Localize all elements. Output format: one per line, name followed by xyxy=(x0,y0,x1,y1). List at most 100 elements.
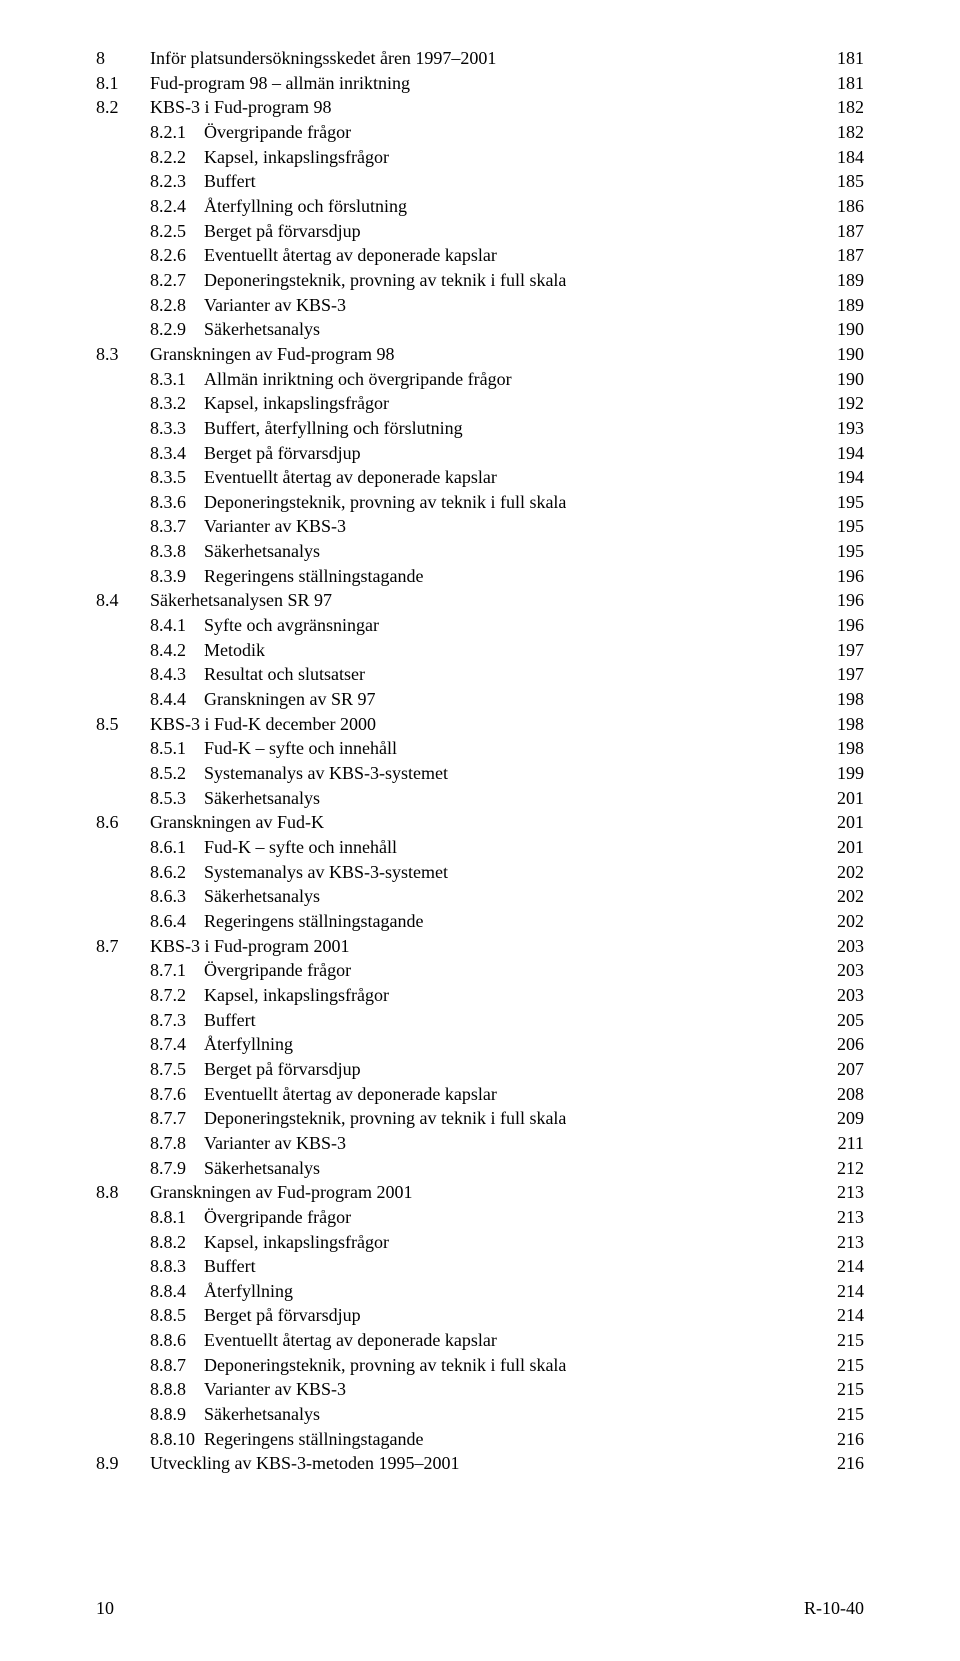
toc-entry-number: 8.7.2 xyxy=(150,983,204,1008)
toc-entry: 8.4.2Metodik197 xyxy=(96,638,864,663)
toc-entry-title: Övergripande frågor xyxy=(204,958,351,983)
toc-entry: 8.8.8Varianter av KBS-3 215 xyxy=(96,1377,864,1402)
toc-entry-title: Fud-K – syfte och innehåll xyxy=(204,835,397,860)
toc-entry-page: 216 xyxy=(816,1427,864,1452)
toc-entry-left: 8.3.7Varianter av KBS-3 xyxy=(96,514,346,539)
toc-entry-number: 8.5.3 xyxy=(150,786,204,811)
toc-entry-page: 195 xyxy=(816,490,864,515)
toc-entry-title: Säkerhetsanalys xyxy=(204,1402,320,1427)
toc-entry-page: 199 xyxy=(816,761,864,786)
toc-entry-left: 8.4Säkerhetsanalysen SR 97 xyxy=(96,588,332,613)
toc-entry-number: 8.3.1 xyxy=(150,367,204,392)
toc-entry-number: 8.7.3 xyxy=(150,1008,204,1033)
toc-entry-title: Resultat och slutsatser xyxy=(204,662,365,687)
toc-entry: 8.3Granskningen av Fud-program 98190 xyxy=(96,342,864,367)
toc-entry-left: 8.8.10Regeringens ställningstagande xyxy=(96,1427,423,1452)
toc-entry-left: 8.8.4Återfyllning xyxy=(96,1279,293,1304)
toc-entry-title: Fud-K – syfte och innehåll xyxy=(204,736,397,761)
toc-entry-title: Buffert, återfyllning och förslutning xyxy=(204,416,463,441)
toc-entry-number: 8.4.3 xyxy=(150,662,204,687)
toc-page: 8Inför platsundersökningsskedet åren 199… xyxy=(0,0,960,1661)
toc-entry-title: Buffert xyxy=(204,169,256,194)
toc-entry-number: 8.8.8 xyxy=(150,1377,204,1402)
toc-entry-number: 8.7.9 xyxy=(150,1156,204,1181)
toc-entry-page: 215 xyxy=(816,1377,864,1402)
toc-entry: 8.8.5Berget på förvarsdjup214 xyxy=(96,1303,864,1328)
toc-entry-left: 8.3.2Kapsel, inkapslingsfrågor xyxy=(96,391,389,416)
toc-entry-page: 195 xyxy=(816,514,864,539)
toc-entry-page: 181 xyxy=(816,46,864,71)
toc-entry: 8.7.8Varianter av KBS-3 211 xyxy=(96,1131,864,1156)
toc-entry-left: 8.6.3Säkerhetsanalys xyxy=(96,884,320,909)
toc-entry-number: 8.4.4 xyxy=(150,687,204,712)
toc-entry-page: 190 xyxy=(816,367,864,392)
toc-entry-left: 8.2.4Återfyllning och förslutning xyxy=(96,194,407,219)
toc-entry-number: 8.8.1 xyxy=(150,1205,204,1230)
toc-entry-left: 8.3Granskningen av Fud-program 98 xyxy=(96,342,394,367)
toc-entry-number: 8.6 xyxy=(96,810,150,835)
toc-entry-page: 209 xyxy=(816,1106,864,1131)
toc-entry-page: 185 xyxy=(816,169,864,194)
toc-entry-left: 8.8.2Kapsel, inkapslingsfrågor xyxy=(96,1230,389,1255)
toc-entry-title: Regeringens ställningstagande xyxy=(204,1427,423,1452)
toc-entry-number: 8.2.1 xyxy=(150,120,204,145)
toc-entry-page: 194 xyxy=(816,441,864,466)
toc-entry-left: 8.3.5Eventuellt återtag av deponerade ka… xyxy=(96,465,497,490)
toc-entry-page: 203 xyxy=(816,983,864,1008)
toc-entry: 8.6.4Regeringens ställningstagande202 xyxy=(96,909,864,934)
toc-entry-page: 207 xyxy=(816,1057,864,1082)
toc-entry-title: Utveckling av KBS-3-metoden 1995–2001 xyxy=(150,1451,459,1476)
toc-entry-number: 8.8.2 xyxy=(150,1230,204,1255)
toc-entry-number: 8.7.7 xyxy=(150,1106,204,1131)
toc-entry-number: 8.8.6 xyxy=(150,1328,204,1353)
toc-entry-left: 8.3.9Regeringens ställningstagande xyxy=(96,564,423,589)
toc-entry-left: 8.8.5Berget på förvarsdjup xyxy=(96,1303,361,1328)
toc-entry-left: 8.4.1Syfte och avgränsningar xyxy=(96,613,379,638)
toc-entry-title: Buffert xyxy=(204,1008,256,1033)
toc-entry: 8.5.3Säkerhetsanalys201 xyxy=(96,786,864,811)
toc-entry-title: Varianter av KBS-3 xyxy=(204,1131,346,1156)
page-footer: 10 R-10-40 xyxy=(96,1598,864,1619)
toc-entry-page: 182 xyxy=(816,120,864,145)
toc-entry: 8.8.3Buffert214 xyxy=(96,1254,864,1279)
toc-entry-page: 197 xyxy=(816,638,864,663)
toc-entry-page: 214 xyxy=(816,1279,864,1304)
toc-entry-number: 8.2.3 xyxy=(150,169,204,194)
toc-entry-title: Eventuellt återtag av deponerade kapslar xyxy=(204,1328,497,1353)
toc-entry-left: 8.7.8Varianter av KBS-3 xyxy=(96,1131,346,1156)
toc-entry-page: 202 xyxy=(816,884,864,909)
toc-entry-left: 8.8.1Övergripande frågor xyxy=(96,1205,351,1230)
toc-entry-left: 8.3.8Säkerhetsanalys xyxy=(96,539,320,564)
toc-entry-page: 215 xyxy=(816,1328,864,1353)
toc-entry: 8.7.2Kapsel, inkapslingsfrågor 203 xyxy=(96,983,864,1008)
toc-entry-page: 195 xyxy=(816,539,864,564)
toc-entry-number: 8.7.8 xyxy=(150,1131,204,1156)
toc-entry-number: 8.2.4 xyxy=(150,194,204,219)
toc-entry: 8.8.9Säkerhetsanalys215 xyxy=(96,1402,864,1427)
toc-entry: 8.5KBS-3 i Fud-K december 2000 198 xyxy=(96,712,864,737)
footer-page-number: 10 xyxy=(96,1598,114,1619)
toc-entry-number: 8.2.8 xyxy=(150,293,204,318)
toc-entry: 8.7KBS-3 i Fud-program 2001203 xyxy=(96,934,864,959)
toc-entry-title: Allmän inriktning och övergripande frågo… xyxy=(204,367,512,392)
toc-entry-title: Berget på förvarsdjup xyxy=(204,1303,361,1328)
toc-entry-title: Varianter av KBS-3 xyxy=(204,1377,346,1402)
toc-entry-number: 8.3.9 xyxy=(150,564,204,589)
toc-entry-page: 213 xyxy=(816,1205,864,1230)
toc-entry: 8.2.5Berget på förvarsdjup187 xyxy=(96,219,864,244)
toc-entry-title: Kapsel, inkapslingsfrågor xyxy=(204,983,389,1008)
toc-entry: 8.3.1Allmän inriktning och övergripande … xyxy=(96,367,864,392)
toc-entry-page: 212 xyxy=(816,1156,864,1181)
toc-entry-page: 201 xyxy=(816,786,864,811)
toc-entry-title: Övergripande frågor xyxy=(204,1205,351,1230)
toc-entry: 8.7.6Eventuellt återtag av deponerade ka… xyxy=(96,1082,864,1107)
toc-entry-number: 8.2.5 xyxy=(150,219,204,244)
toc-entry-page: 211 xyxy=(816,1131,864,1156)
toc-entry-number: 8.2.2 xyxy=(150,145,204,170)
toc-entry-title: Säkerhetsanalys xyxy=(204,539,320,564)
toc-entry-left: 8.2.7Deponeringsteknik, provning av tekn… xyxy=(96,268,566,293)
toc-entry-left: 8.5KBS-3 i Fud-K december 2000 xyxy=(96,712,376,737)
toc-entry-page: 198 xyxy=(816,712,864,737)
toc-entry-left: 8.6.1Fud-K – syfte och innehåll xyxy=(96,835,397,860)
toc-entry-left: 8.9Utveckling av KBS-3-metoden 1995–2001 xyxy=(96,1451,459,1476)
